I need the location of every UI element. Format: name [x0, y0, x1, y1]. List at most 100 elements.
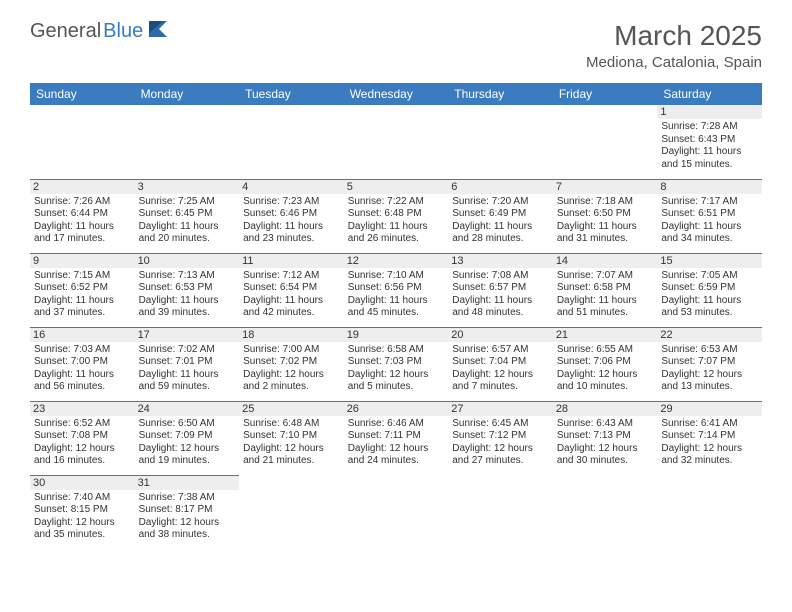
day-number: 14 [553, 254, 658, 268]
day-details: Sunrise: 7:10 AMSunset: 6:56 PMDaylight:… [348, 270, 445, 320]
day-details: Sunrise: 7:25 AMSunset: 6:45 PMDaylight:… [139, 196, 236, 246]
day-number: 8 [657, 180, 762, 194]
calendar-cell [553, 105, 658, 179]
calendar-cell: 24 Sunrise: 6:50 AMSunset: 7:09 PMDayligh… [135, 401, 240, 475]
day-details: Sunrise: 6:53 AMSunset: 7:07 PMDaylight:… [661, 344, 758, 394]
day-number: 24 [135, 402, 240, 416]
calendar-cell: 16Sunrise: 7:03 AMSunset: 7:00 PMDayligh… [30, 327, 135, 401]
calendar-cell: 12Sunrise: 7:10 AMSunset: 6:56 PMDayligh… [344, 253, 449, 327]
logo: GeneralBlue [30, 20, 171, 43]
day-header: Thursday [448, 83, 553, 105]
calendar-row: 30Sunrise: 7:40 AMSunset: 8:15 PMDayligh… [30, 475, 762, 549]
day-number: 3 [135, 180, 240, 194]
calendar-cell [344, 105, 449, 179]
logo-text-blue: Blue [103, 20, 143, 43]
day-details: Sunrise: 7:05 AMSunset: 6:59 PMDaylight:… [661, 270, 758, 320]
day-number: 4 [239, 180, 344, 194]
calendar-cell [448, 105, 553, 179]
day-number: 5 [344, 180, 449, 194]
calendar-row: 16Sunrise: 7:03 AMSunset: 7:00 PMDayligh… [30, 327, 762, 401]
calendar-cell [657, 475, 762, 549]
day-header: Saturday [657, 83, 762, 105]
day-number: 11 [239, 254, 344, 268]
calendar-row: 9Sunrise: 7:15 AMSunset: 6:52 PMDaylight… [30, 253, 762, 327]
day-number: 18 [239, 328, 344, 342]
month-title: March 2025 [586, 20, 762, 52]
day-number: 27 [448, 402, 553, 416]
day-details: Sunrise: 6:50 AMSunset: 7:09 PMDaylight:… [139, 418, 236, 468]
calendar-cell [239, 105, 344, 179]
calendar-cell: 7Sunrise: 7:18 AMSunset: 6:50 PMDaylight… [553, 179, 658, 253]
day-details: Sunrise: 7:22 AMSunset: 6:48 PMDaylight:… [348, 196, 445, 246]
calendar-cell: 1 Sunrise: 7:28 AMSunset: 6:43 PMDaylight… [657, 105, 762, 179]
title-block: March 2025 Mediona, Catalonia, Spain [586, 20, 762, 71]
day-header: Sunday [30, 83, 135, 105]
calendar-cell: 5 Sunrise: 7:22 AMSunset: 6:48 PMDaylight… [344, 179, 449, 253]
day-number: 23 [30, 402, 135, 416]
day-details: Sunrise: 7:08 AMSunset: 6:57 PMDaylight:… [452, 270, 549, 320]
day-number: 1 [657, 105, 762, 119]
calendar-row: 2 Sunrise: 7:26 AMSunset: 6:44 PMDaylight… [30, 179, 762, 253]
calendar-cell: 26 Sunrise: 6:46 AMSunset: 7:11 PMDayligh… [344, 401, 449, 475]
day-details: Sunrise: 7:12 AMSunset: 6:54 PMDaylight:… [243, 270, 340, 320]
day-details: Sunrise: 6:58 AMSunset: 7:03 PMDaylight:… [348, 344, 445, 394]
calendar-cell: 10Sunrise: 7:13 AMSunset: 6:53 PMDayligh… [135, 253, 240, 327]
calendar-cell: 30Sunrise: 7:40 AMSunset: 8:15 PMDayligh… [30, 475, 135, 549]
day-details: Sunrise: 7:03 AMSunset: 7:00 PMDaylight:… [34, 344, 131, 394]
calendar-cell: 22Sunrise: 6:53 AMSunset: 7:07 PMDayligh… [657, 327, 762, 401]
calendar-cell [448, 475, 553, 549]
day-number: 7 [553, 180, 658, 194]
calendar-cell: 23 Sunrise: 6:52 AMSunset: 7:08 PMDayligh… [30, 401, 135, 475]
day-details: Sunrise: 7:00 AMSunset: 7:02 PMDaylight:… [243, 344, 340, 394]
location: Mediona, Catalonia, Spain [586, 54, 762, 71]
day-number: 17 [135, 328, 240, 342]
calendar-cell [30, 105, 135, 179]
logo-text-general: General [30, 20, 101, 43]
day-number: 15 [657, 254, 762, 268]
day-number: 10 [135, 254, 240, 268]
day-details: Sunrise: 7:15 AMSunset: 6:52 PMDaylight:… [34, 270, 131, 320]
day-details: Sunrise: 6:55 AMSunset: 7:06 PMDaylight:… [557, 344, 654, 394]
calendar-cell [344, 475, 449, 549]
calendar-cell: 27Sunrise: 6:45 AMSunset: 7:12 PMDayligh… [448, 401, 553, 475]
day-details: Sunrise: 6:43 AMSunset: 7:13 PMDaylight:… [557, 418, 654, 468]
calendar-cell: 17 Sunrise: 7:02 AMSunset: 7:01 PMDayligh… [135, 327, 240, 401]
calendar-cell: 11 Sunrise: 7:12 AMSunset: 6:54 PMDayligh… [239, 253, 344, 327]
calendar-cell: 8 Sunrise: 7:17 AMSunset: 6:51 PMDaylight… [657, 179, 762, 253]
calendar-cell: 2 Sunrise: 7:26 AMSunset: 6:44 PMDaylight… [30, 179, 135, 253]
calendar-cell: 14 Sunrise: 7:07 AMSunset: 6:58 PMDayligh… [553, 253, 658, 327]
day-details: Sunrise: 7:28 AMSunset: 6:43 PMDaylight:… [661, 121, 758, 171]
day-number: 19 [344, 328, 449, 342]
calendar-row: 1 Sunrise: 7:28 AMSunset: 6:43 PMDaylight… [30, 105, 762, 179]
day-details: Sunrise: 7:17 AMSunset: 6:51 PMDaylight:… [661, 196, 758, 246]
day-header-row: Sunday Monday Tuesday Wednesday Thursday… [30, 83, 762, 105]
day-details: Sunrise: 6:46 AMSunset: 7:11 PMDaylight:… [348, 418, 445, 468]
day-details: Sunrise: 7:02 AMSunset: 7:01 PMDaylight:… [139, 344, 236, 394]
calendar-cell: 31Sunrise: 7:38 AMSunset: 8:17 PMDayligh… [135, 475, 240, 549]
day-details: Sunrise: 7:23 AMSunset: 6:46 PMDaylight:… [243, 196, 340, 246]
calendar-cell: 21 Sunrise: 6:55 AMSunset: 7:06 PMDayligh… [553, 327, 658, 401]
day-number: 30 [30, 476, 135, 490]
day-details: Sunrise: 6:52 AMSunset: 7:08 PMDaylight:… [34, 418, 131, 468]
day-number: 25 [239, 402, 344, 416]
calendar-cell: 9Sunrise: 7:15 AMSunset: 6:52 PMDaylight… [30, 253, 135, 327]
day-number: 20 [448, 328, 553, 342]
day-number: 2 [30, 180, 135, 194]
day-details: Sunrise: 6:48 AMSunset: 7:10 PMDaylight:… [243, 418, 340, 468]
day-number: 26 [344, 402, 449, 416]
calendar-cell [239, 475, 344, 549]
calendar-cell: 18 Sunrise: 7:00 AMSunset: 7:02 PMDayligh… [239, 327, 344, 401]
day-header: Wednesday [344, 83, 449, 105]
day-number: 31 [135, 476, 240, 490]
calendar-cell: 19 Sunrise: 6:58 AMSunset: 7:03 PMDayligh… [344, 327, 449, 401]
calendar-cell: 29Sunrise: 6:41 AMSunset: 7:14 PMDayligh… [657, 401, 762, 475]
day-number: 21 [553, 328, 658, 342]
day-number: 13 [448, 254, 553, 268]
day-header: Tuesday [239, 83, 344, 105]
calendar-cell [553, 475, 658, 549]
day-number: 28 [553, 402, 658, 416]
day-details: Sunrise: 7:07 AMSunset: 6:58 PMDaylight:… [557, 270, 654, 320]
calendar-cell: 28 Sunrise: 6:43 AMSunset: 7:13 PMDayligh… [553, 401, 658, 475]
day-details: Sunrise: 7:26 AMSunset: 6:44 PMDaylight:… [34, 196, 131, 246]
header: GeneralBlue March 2025 Mediona, Cataloni… [30, 20, 762, 71]
